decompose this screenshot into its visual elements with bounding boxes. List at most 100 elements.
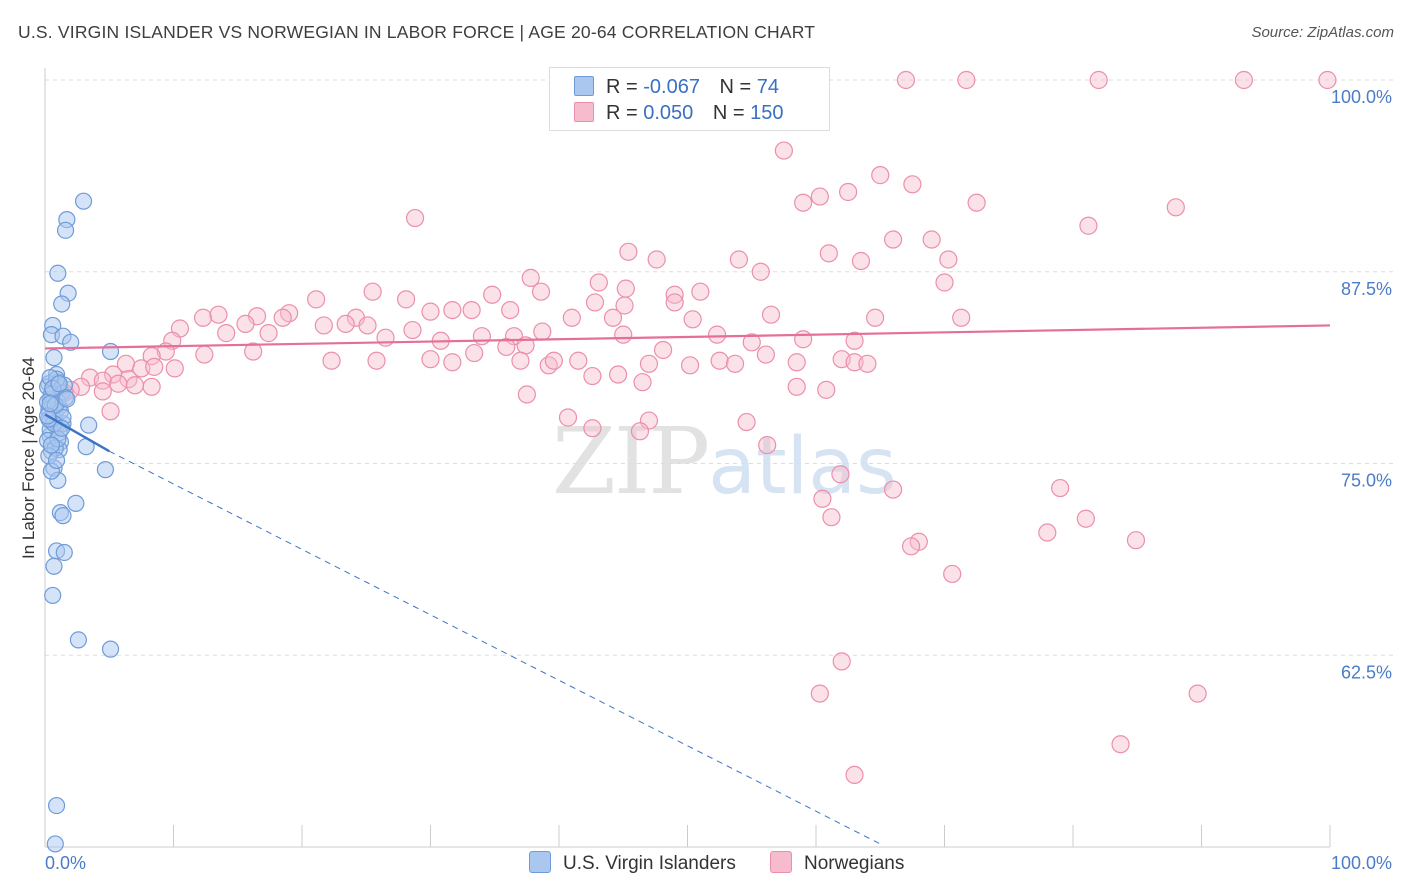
virgin-islander-point [46,835,64,853]
norwegian-point [472,327,491,346]
virgin-islander-point [53,295,71,313]
norwegian-point [665,293,684,312]
virgin-islander-point [56,221,75,239]
norwegian-point [957,70,976,90]
norwegian-point [810,684,829,703]
norwegian-point [737,412,756,432]
bottom-legend-swatch-pink [770,851,792,873]
norwegian-point [544,351,563,370]
norwegian-point [1318,70,1337,90]
axes [44,68,1331,848]
norwegian-point [707,325,727,344]
legend-swatch-pink [574,102,594,122]
norwegian-point [462,301,481,320]
norwegian-point [195,345,214,364]
virgin-islander-point [50,375,68,393]
legend-n-label: N = [712,102,745,124]
virgin-islander-point [80,416,98,434]
norwegian-point [569,351,588,370]
legend-r-value: -0.067 [643,76,700,98]
legend-row-norwegians: R = 0.050 N = 150 [574,102,784,126]
norwegian-point [465,343,484,363]
norwegian-point [1111,735,1130,754]
norwegian-point [322,351,341,370]
norwegian-point [558,408,578,427]
norwegian-point [217,324,236,343]
norwegian-point [831,465,850,484]
norwegian-point [511,351,530,370]
norwegian-point [725,354,745,373]
norwegian-point [421,302,440,321]
norwegian-point [813,489,832,508]
virgin-islander-point [49,264,67,282]
source-label: Source: ZipAtlas.com [1251,24,1394,41]
watermark-atlas: atlas [708,422,897,512]
norwegian-point [691,282,710,301]
virgin-islander-point [54,507,72,525]
virgin-islander-point [47,451,66,470]
legend-n-value: 74 [756,76,780,98]
norwegian-point [589,273,608,292]
bottom-legend-label: Norwegians [804,853,905,874]
norwegian-point [939,250,958,269]
virgin-islander-point [67,494,85,512]
norwegian-point [680,356,700,375]
x-tick-label: 100.0% [1331,853,1392,873]
norwegian-point [603,308,623,327]
norwegian-point [639,354,659,373]
norwegian-point [376,328,395,347]
norwegian-point [774,141,793,160]
norwegian-point [1126,531,1146,550]
norwegian-point [280,304,299,323]
norwegian-point [633,373,652,392]
norwegian-point [615,296,634,315]
y-tick-label: 62.5% [1341,662,1392,682]
norwegian-point [810,187,829,206]
norwegian-point [336,314,355,334]
norwegian-point [1076,509,1095,528]
norwegian-point [165,359,184,378]
virgin-islander-point [101,342,120,361]
stats-legend: R = -0.067 N = 74 R = 0.050 N = 150 [549,67,830,131]
norwegian-point [421,350,440,369]
virgin-islander-point [69,631,88,649]
norwegian-point [101,402,120,421]
legend-r-label: R = [606,102,638,124]
legend-row-virgin-islanders: R = -0.067 N = 74 [574,76,779,100]
norwegian-point [585,293,605,312]
norwegian-point [109,374,128,393]
watermark: ZIPatlas [552,408,897,515]
norwegian-point [822,508,841,527]
norwegian-point [761,305,781,324]
virgin-islanders-trend-line [44,413,110,453]
norwegian-point [517,385,536,404]
virgin-islander-point [45,349,63,367]
virgin-islander-point [58,390,76,408]
norwegian-point [839,182,858,202]
norwegian-point [521,268,540,287]
norwegian-point [943,564,962,584]
norwegian-point [443,353,462,372]
virgin-islanders-points [38,192,120,853]
norwegian-point [244,342,263,361]
norwegian-point [93,382,112,401]
virgin-islander-point [62,333,80,351]
bottom-legend-virgin-islanders: U.S. Virgin Islanders [529,851,736,875]
norwegian-point [1188,684,1207,703]
legend-r-value: 0.050 [643,102,694,124]
norwegian-point [756,345,775,364]
norwegian-point [236,314,255,334]
y-tick-label: 87.5% [1341,279,1392,299]
norwegian-point [358,316,377,335]
virgin-islander-point [45,557,63,575]
norwegian-point [683,310,702,329]
norwegian-point [125,376,145,395]
norwegian-point [817,380,836,399]
y-tick-label: 75.0% [1341,471,1392,491]
norwegian-point [871,166,890,185]
norwegian-point [845,765,864,785]
watermark-zip: ZIP [552,408,710,515]
norwegian-point [307,290,326,309]
trend-lines [44,324,1331,845]
